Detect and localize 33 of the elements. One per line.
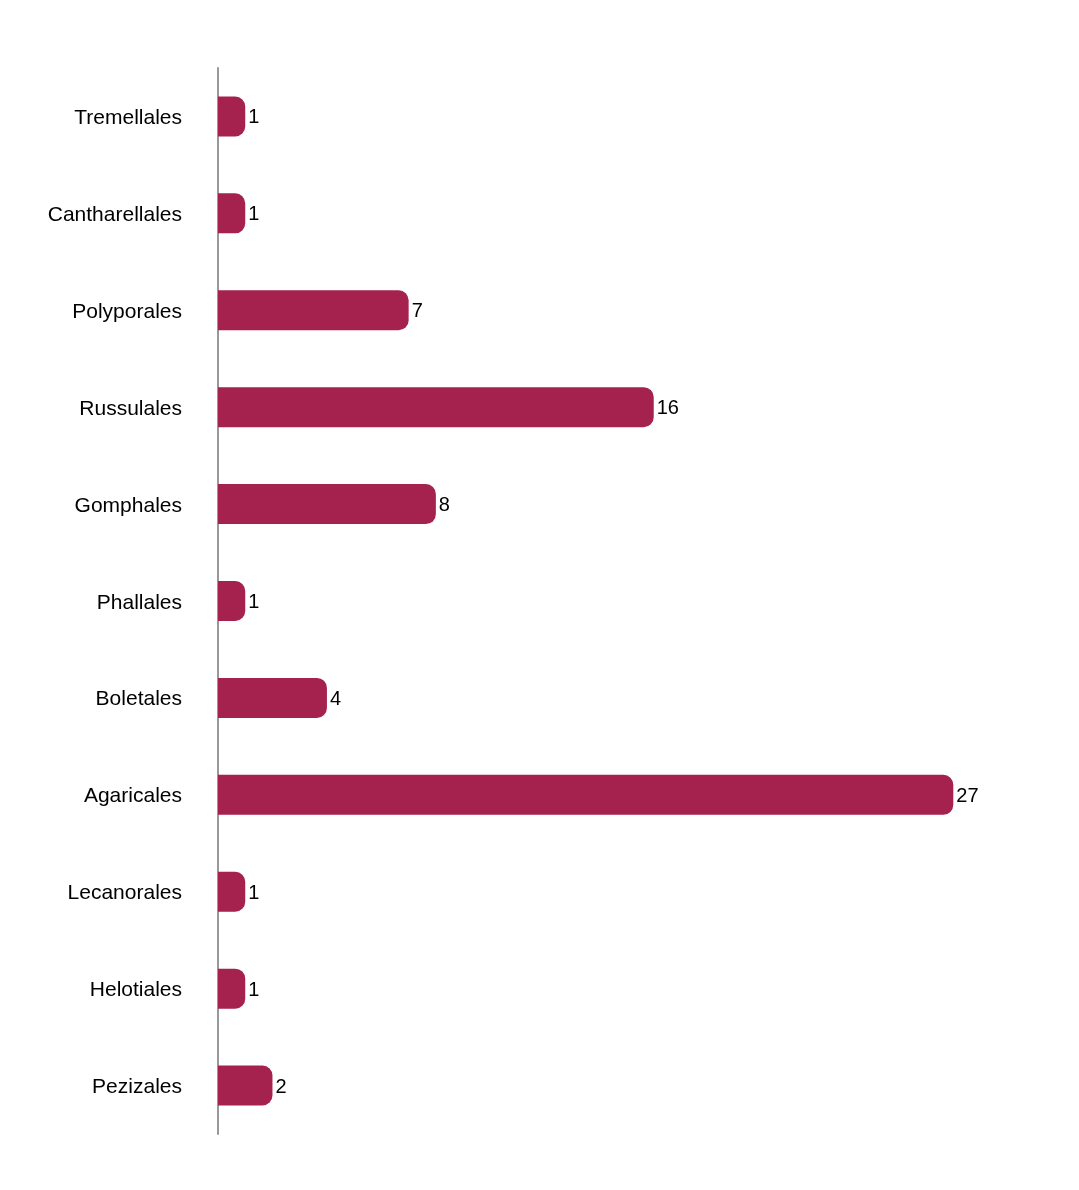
bar bbox=[218, 968, 246, 1009]
y-tick-label: Gomphales bbox=[74, 492, 182, 516]
bar bbox=[218, 387, 654, 428]
data-label: 27 bbox=[956, 783, 979, 806]
data-label: 1 bbox=[248, 880, 260, 903]
data-label: 7 bbox=[411, 299, 423, 322]
bar bbox=[218, 1065, 273, 1106]
data-label: 2 bbox=[275, 1074, 287, 1097]
y-tick-label: Phallales bbox=[96, 589, 182, 613]
data-label: 1 bbox=[248, 105, 260, 128]
bar bbox=[218, 677, 327, 718]
bar bbox=[218, 484, 436, 525]
data-label: 4 bbox=[329, 686, 342, 709]
bar bbox=[218, 290, 409, 331]
y-tick-label: Lecanorales bbox=[67, 880, 182, 904]
data-label: 8 bbox=[438, 493, 450, 516]
bar bbox=[218, 774, 954, 815]
data-label: 1 bbox=[248, 977, 260, 1000]
y-tick-label: Helotiales bbox=[89, 977, 182, 1001]
bar bbox=[218, 193, 246, 234]
y-tick-label: Boletales bbox=[95, 686, 182, 710]
bar bbox=[218, 871, 246, 912]
y-tick-label: Polyporales bbox=[72, 298, 182, 322]
bar bbox=[218, 96, 246, 137]
y-tick-label: Russulales bbox=[79, 395, 182, 419]
data-label: 1 bbox=[248, 590, 260, 612]
data-label: 16 bbox=[656, 396, 679, 419]
y-tick-label: Pezizales bbox=[92, 1074, 182, 1098]
y-tick-label: Agaricales bbox=[83, 783, 182, 807]
bar bbox=[218, 581, 246, 621]
data-label: 1 bbox=[248, 202, 260, 225]
y-tick-label: Tremellales bbox=[74, 104, 182, 128]
y-tick-label: Cantharellales bbox=[47, 201, 182, 225]
